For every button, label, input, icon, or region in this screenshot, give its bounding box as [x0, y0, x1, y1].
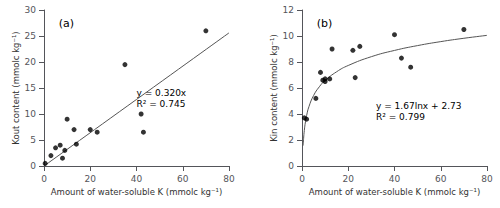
svg-text:80: 80	[481, 174, 493, 184]
svg-text:y = 1.67lnx + 2.73: y = 1.67lnx + 2.73	[376, 101, 461, 111]
svg-text:10: 10	[25, 109, 37, 119]
svg-text:8: 8	[288, 57, 294, 67]
svg-text:60: 60	[435, 174, 447, 184]
svg-text:Amount of water-soluble K (mmo: Amount of water-soluble K (mmolc kg⁻¹)	[51, 187, 222, 197]
svg-text:Kin content (mmolc kg⁻¹): Kin content (mmolc kg⁻¹)	[269, 34, 279, 142]
svg-text:20: 20	[25, 57, 37, 67]
svg-text:40: 40	[389, 174, 401, 184]
svg-text:2: 2	[288, 135, 294, 145]
svg-text:40: 40	[131, 174, 143, 184]
svg-text:Amount of water-soluble K (mmo: Amount of water-soluble K (mmolc kg⁻¹)	[309, 187, 480, 197]
svg-text:y = 0.320x: y = 0.320x	[136, 88, 187, 99]
svg-text:R² = 0.799: R² = 0.799	[376, 112, 425, 122]
svg-text:Kout content (mmolc kg⁻¹): Kout content (mmolc kg⁻¹)	[11, 31, 21, 144]
svg-text:0: 0	[299, 174, 305, 184]
svg-text:12: 12	[283, 5, 294, 15]
svg-text:0: 0	[288, 161, 294, 171]
svg-text:20: 20	[343, 174, 355, 184]
svg-text:5: 5	[30, 135, 36, 145]
svg-text:10: 10	[283, 31, 295, 41]
svg-text:(b): (b)	[317, 17, 333, 30]
svg-text:0: 0	[41, 174, 47, 184]
svg-text:4: 4	[288, 109, 294, 119]
svg-text:6: 6	[288, 83, 294, 93]
svg-text:20: 20	[85, 174, 97, 184]
svg-text:R² = 0.745: R² = 0.745	[137, 99, 186, 109]
svg-text:80: 80	[223, 174, 235, 184]
svg-text:60: 60	[177, 174, 189, 184]
svg-text:25: 25	[25, 31, 36, 41]
svg-text:0: 0	[30, 161, 36, 171]
svg-text:(a): (a)	[59, 17, 74, 30]
svg-text:15: 15	[25, 83, 36, 93]
svg-text:30: 30	[25, 5, 37, 15]
